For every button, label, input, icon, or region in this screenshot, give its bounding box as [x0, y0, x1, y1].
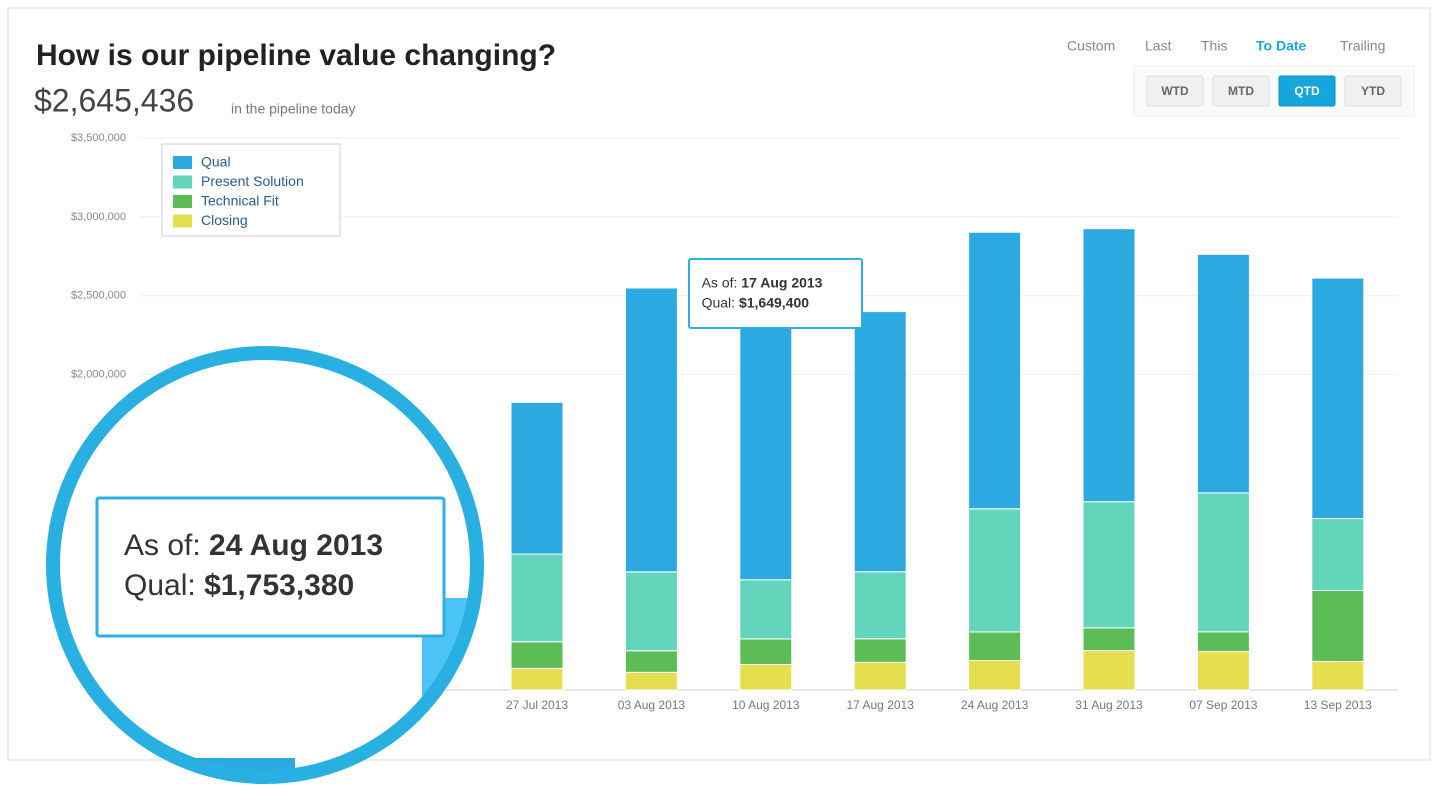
magnifier-ring — [46, 346, 484, 784]
period-button[interactable] — [1146, 75, 1204, 107]
x-tick-label: 31 Aug 2013 — [1075, 698, 1143, 712]
legend-label: Closing — [201, 212, 248, 228]
legend-swatch — [173, 175, 192, 189]
x-tick-label: 10 Aug 2013 — [732, 698, 800, 712]
bar-segment[interactable] — [624, 571, 678, 652]
bar-segment[interactable] — [510, 401, 564, 555]
bar-segment[interactable] — [1311, 518, 1365, 591]
tooltip-line: Qual: $1,753,380 — [124, 569, 354, 602]
bar-segment[interactable] — [853, 661, 907, 691]
bar-segment[interactable] — [739, 663, 793, 691]
tooltip-line: As of: 17 Aug 2013 — [702, 274, 823, 290]
period-button-label: QTD — [1294, 84, 1320, 98]
bar-segment[interactable] — [1196, 492, 1250, 633]
x-tick-label: 17 Aug 2013 — [846, 698, 914, 712]
period-button[interactable] — [1212, 75, 1270, 107]
period-button-label: WTD — [1161, 84, 1189, 98]
pipeline-total: $2,645,436 — [34, 82, 194, 118]
bar-segment[interactable] — [968, 231, 1022, 510]
legend-swatch — [173, 214, 192, 228]
bar-segment[interactable] — [968, 631, 1022, 662]
x-tick-label: 03 Aug 2013 — [618, 698, 686, 712]
bar-segment[interactable] — [624, 650, 678, 673]
tooltip-value: $1,753,380 — [204, 569, 354, 602]
period-button-label: YTD — [1361, 84, 1385, 98]
bar-segment[interactable] — [968, 660, 1022, 691]
period-tab[interactable]: To Date — [1256, 38, 1307, 54]
tooltip-label: As of: — [702, 274, 738, 290]
bar-segment[interactable] — [1311, 589, 1365, 662]
legend-label: Technical Fit — [201, 193, 279, 209]
bar-segment[interactable] — [739, 638, 793, 665]
tooltip — [688, 258, 863, 329]
period-button-label: MTD — [1228, 84, 1254, 98]
bar-segment[interactable] — [1082, 650, 1136, 691]
tooltip-value: $1,649,400 — [739, 294, 809, 310]
bar-segment[interactable] — [1196, 651, 1250, 691]
x-tick-label: 07 Sep 2013 — [1189, 698, 1257, 712]
period-button[interactable] — [1278, 75, 1336, 107]
bar-segment[interactable] — [739, 579, 793, 640]
legend-label: Qual — [201, 154, 231, 170]
y-tick-label: $3,000,000 — [71, 211, 126, 223]
x-tick-label: 13 Sep 2013 — [1304, 698, 1372, 712]
bar-segment[interactable] — [853, 311, 907, 573]
bar-segment[interactable] — [739, 322, 793, 581]
tooltip-label: As of: — [124, 529, 201, 562]
y-tick-label: $2,000,000 — [71, 368, 126, 380]
y-tick-label: $3,500,000 — [71, 132, 126, 144]
title: How is our pipeline value changing? — [36, 39, 556, 72]
bar-segment[interactable] — [853, 571, 907, 640]
bar-segment[interactable] — [1311, 277, 1365, 520]
bar-segment[interactable] — [968, 508, 1022, 633]
period-tab[interactable]: Custom — [1067, 38, 1115, 54]
bar-segment[interactable] — [510, 553, 564, 643]
pipeline-caption: in the pipeline today — [231, 101, 356, 117]
tooltip — [95, 496, 446, 638]
bar-segment[interactable] — [624, 287, 678, 573]
bar-segment[interactable] — [510, 641, 564, 669]
legend-swatch — [173, 195, 192, 208]
bar-segment[interactable] — [1082, 627, 1136, 652]
legend-label: Present Solution — [201, 173, 304, 189]
tooltip-value: 24 Aug 2013 — [209, 529, 383, 562]
bar-segment[interactable] — [1311, 660, 1365, 691]
bar-segment[interactable] — [510, 667, 564, 691]
period-tab[interactable]: Trailing — [1340, 38, 1385, 54]
bar-segment[interactable] — [1196, 631, 1250, 653]
bar-segment[interactable] — [1196, 253, 1250, 494]
tooltip-line: As of: 24 Aug 2013 — [124, 529, 383, 562]
period-tab[interactable]: Last — [1145, 38, 1172, 54]
bar-segment[interactable] — [1082, 228, 1136, 503]
x-tick-label: 27 Jul 2013 — [506, 698, 568, 712]
period-tab[interactable]: This — [1201, 38, 1227, 54]
legend-swatch — [173, 156, 192, 169]
bar-segment[interactable] — [1082, 501, 1136, 629]
tooltip-label: Qual: — [124, 569, 196, 602]
tooltip-line: Qual: $1,649,400 — [702, 294, 810, 310]
bar-segment[interactable] — [853, 638, 907, 663]
tooltip-label: Qual: — [702, 294, 735, 310]
x-tick-label: 24 Aug 2013 — [961, 698, 1029, 712]
y-tick-label: $2,500,000 — [71, 290, 126, 302]
bar-segment[interactable] — [624, 671, 678, 691]
tooltip-value: 17 Aug 2013 — [741, 274, 822, 290]
period-button[interactable] — [1344, 75, 1402, 107]
